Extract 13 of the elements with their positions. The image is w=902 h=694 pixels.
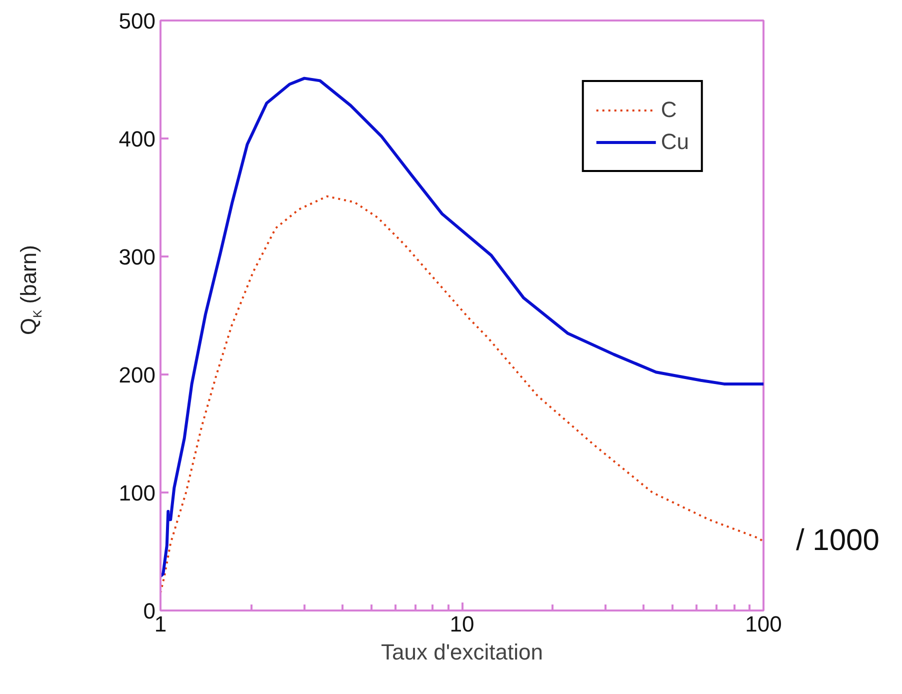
y-tick-label: 100 — [118, 480, 156, 506]
y-tick-label: 200 — [118, 362, 156, 388]
y-tick-label: 400 — [118, 126, 156, 152]
x-axis-title: Taux d'excitation — [381, 640, 543, 664]
legend-label: Cu — [660, 128, 689, 156]
text: / 1000 — [796, 523, 880, 559]
y-tick-label: 500 — [118, 8, 156, 34]
y-tick-label: 0 — [143, 598, 156, 624]
y-tick-label: 300 — [118, 244, 156, 270]
x-tick-label: 100 — [745, 612, 782, 636]
legend-label: C — [660, 96, 678, 124]
x-tick-label: 1 — [154, 612, 167, 636]
x-tick-label: 10 — [450, 612, 474, 636]
